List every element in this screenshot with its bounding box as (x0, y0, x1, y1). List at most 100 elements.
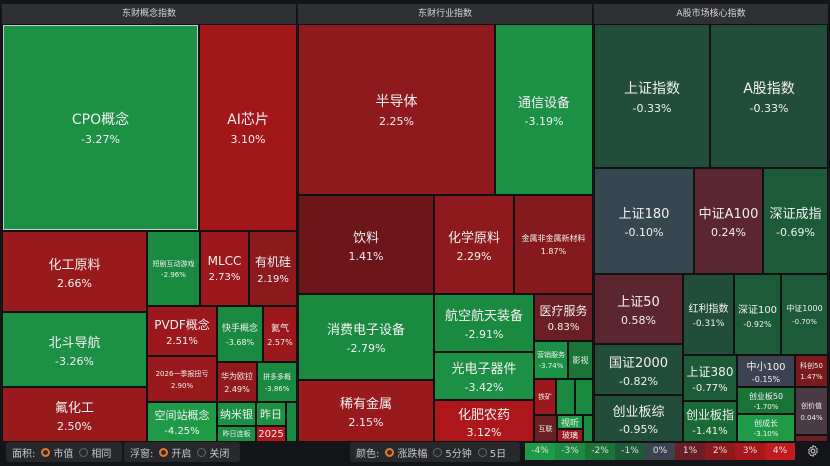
tile-2025[interactable]: 2025 (256, 426, 286, 442)
tile-name: 创成长 (754, 419, 778, 428)
area-option-equal[interactable]: 相同 (91, 448, 112, 460)
tile-csi1000[interactable]: 中证1000 -0.70% (781, 274, 828, 355)
tile-value: 2.19% (257, 273, 289, 285)
tile-value: -3.27% (81, 133, 120, 146)
tile-value: -2.96% (161, 270, 186, 279)
tile-yesterday[interactable]: 昨日 (256, 402, 286, 426)
tile-name: 有机硅 (254, 254, 291, 269)
tile-value: 2.73% (208, 272, 241, 283)
tile-small-green-3[interactable] (575, 379, 593, 415)
tile-ai-chip[interactable]: AI芯片 3.10% (199, 24, 297, 231)
float-option-on[interactable]: 开启 (171, 448, 192, 460)
tile-value: 1.47% (800, 373, 823, 381)
panel-header-industry: 东财行业指数 (298, 4, 592, 24)
tile-value: 0.24% (711, 226, 746, 239)
tile-sse50[interactable]: 上证50 0.58% (594, 274, 683, 344)
tile-small-green-4[interactable] (583, 415, 593, 442)
tile-chem-material[interactable]: 化学原料 2.29% (434, 195, 514, 294)
tile-value: -0.15% (751, 375, 781, 384)
tile-value: -0.10% (624, 226, 664, 239)
tile-medical-service[interactable]: 医疗服务 0.83% (534, 294, 593, 341)
tile-film[interactable]: 影视 (568, 341, 593, 379)
tile-marketing[interactable]: 营销服务 -3.74% (534, 341, 568, 379)
tile-fluorochem[interactable]: 氟化工 2.50% (2, 387, 147, 442)
tile-beverage[interactable]: 饮料 1.41% (298, 195, 434, 294)
color-option-change[interactable]: 涨跌幅 (397, 448, 428, 460)
tile-cni2000[interactable]: 国证2000 -0.82% (594, 344, 683, 395)
tile-short-drama[interactable]: 短剧互动游戏 -2.96% (147, 231, 200, 306)
tile-name: 上证180 (618, 207, 670, 222)
tile-nano-silver[interactable]: 纳米银 (217, 402, 256, 426)
tile-pvdf[interactable]: PVDF概念 2.51% (147, 306, 217, 356)
tile-sse-composite[interactable]: 上证指数 -0.33% (594, 24, 710, 168)
tile-yesterday-limit[interactable]: 昨日连板 (217, 426, 256, 442)
tile-consumer-electronics[interactable]: 消费电子设备 -2.79% (298, 294, 434, 380)
area-option-marketcap[interactable]: 市值 (53, 448, 74, 460)
tile-small-green-2[interactable] (556, 379, 575, 415)
tile-chinext-growth[interactable]: 创成长 -3.10% (737, 414, 795, 442)
tile-name: A股指数 (743, 80, 795, 97)
tile-chinext-composite[interactable]: 创业板综 -0.95% (594, 395, 683, 442)
tile-name: 深证100 (737, 304, 778, 316)
tile-value: 2.25% (379, 115, 414, 128)
tile-name: 上证50 (617, 295, 660, 310)
tile-q1-turnaround[interactable]: 2026一季报扭亏 2.90% (147, 356, 217, 402)
tile-optoelectronic[interactable]: 光电子器件 -3.42% (434, 352, 534, 400)
tile-small-red-core[interactable] (795, 435, 828, 442)
tile-sse380[interactable]: 上证380 -0.77% (683, 355, 737, 401)
color-radio-change[interactable] (385, 447, 395, 457)
tile-pdd[interactable]: 拼多多概 -3.86% (257, 362, 297, 402)
tile-chinext-value[interactable]: 创价值 0.04% (795, 387, 828, 435)
tile-cpo[interactable]: CPO概念 -3.27% (2, 24, 199, 231)
tile-chem-raw[interactable]: 化工原料 2.66% (2, 231, 147, 312)
tile-value: -3.10% (753, 430, 779, 438)
tile-small-green-1[interactable] (286, 402, 297, 442)
gear-icon[interactable] (806, 444, 820, 458)
tile-chinext-index[interactable]: 创业板指 -1.41% (683, 401, 737, 442)
color-radio-5min[interactable] (433, 447, 443, 457)
tile-space-station[interactable]: 空间站概念 -4.25% (147, 402, 217, 442)
tile-beidou[interactable]: 北斗导航 -3.26% (2, 312, 147, 387)
tile-telecom-equip[interactable]: 通信设备 -3.19% (495, 24, 593, 195)
tile-name: 化肥农药 (457, 407, 510, 423)
tile-semiconductor[interactable]: 半导体 2.25% (298, 24, 495, 195)
tile-name: 创业板指 (685, 408, 734, 422)
tile-sse180[interactable]: 上证180 -0.10% (594, 168, 694, 274)
tile-fertilizer[interactable]: 化肥农药 3.12% (434, 400, 534, 442)
tile-huawei-euler[interactable]: 华为欧拉 2.49% (217, 362, 257, 402)
area-radio-marketcap[interactable] (41, 447, 51, 457)
tile-internet[interactable]: 互联 (534, 415, 557, 442)
color-radio-5day[interactable] (477, 447, 487, 457)
tile-szse-component[interactable]: 深证成指 -0.69% (763, 168, 828, 274)
area-radio-equal[interactable] (79, 447, 89, 457)
tile-name: 视听 (560, 418, 579, 429)
tile-a-share[interactable]: A股指数 -0.33% (710, 24, 828, 168)
color-option-5min[interactable]: 5分钟 (445, 448, 472, 460)
tile-name: 上证380 (686, 364, 734, 379)
color-option-5day[interactable]: 5日 (489, 448, 507, 460)
tile-value: 2.90% (170, 381, 194, 390)
tile-csi-a100[interactable]: 中证A100 0.24% (694, 168, 763, 274)
tile-value: -0.70% (792, 318, 817, 326)
tile-helium[interactable]: 氦气 2.57% (263, 306, 297, 362)
tile-szse100[interactable]: 深证100 -0.92% (734, 274, 781, 355)
tile-dividend[interactable]: 红利指数 -0.31% (683, 274, 734, 355)
tile-glass[interactable]: 玻璃 (557, 429, 583, 442)
tile-new-material[interactable]: 金属非金属新材料 1.87% (514, 195, 593, 294)
tile-rare-metal[interactable]: 稀有金属 2.15% (298, 380, 434, 442)
tile-audio-visual[interactable]: 视听 (557, 415, 583, 429)
tile-value: 0.83% (547, 322, 580, 333)
float-radio-on[interactable] (159, 447, 169, 457)
tile-name: CPO概念 (71, 112, 130, 128)
tile-mlcc[interactable]: MLCC 2.73% (200, 231, 249, 306)
tile-kuaishou[interactable]: 快手概念 -3.68% (217, 306, 263, 362)
tile-aerospace[interactable]: 航空航天装备 -2.91% (434, 294, 534, 352)
tile-iron-ore[interactable]: 铁矿 (534, 379, 556, 415)
float-option-off[interactable]: 关闭 (209, 448, 230, 460)
color-label: 颜色: (356, 448, 380, 460)
tile-silicone[interactable]: 有机硅 2.19% (249, 231, 297, 306)
tile-sme100[interactable]: 中小100 -0.15% (737, 355, 795, 387)
tile-star50[interactable]: 科创50 1.47% (795, 355, 828, 387)
tile-chinext50[interactable]: 创业板50 -1.70% (737, 387, 795, 414)
float-radio-off[interactable] (197, 447, 207, 457)
